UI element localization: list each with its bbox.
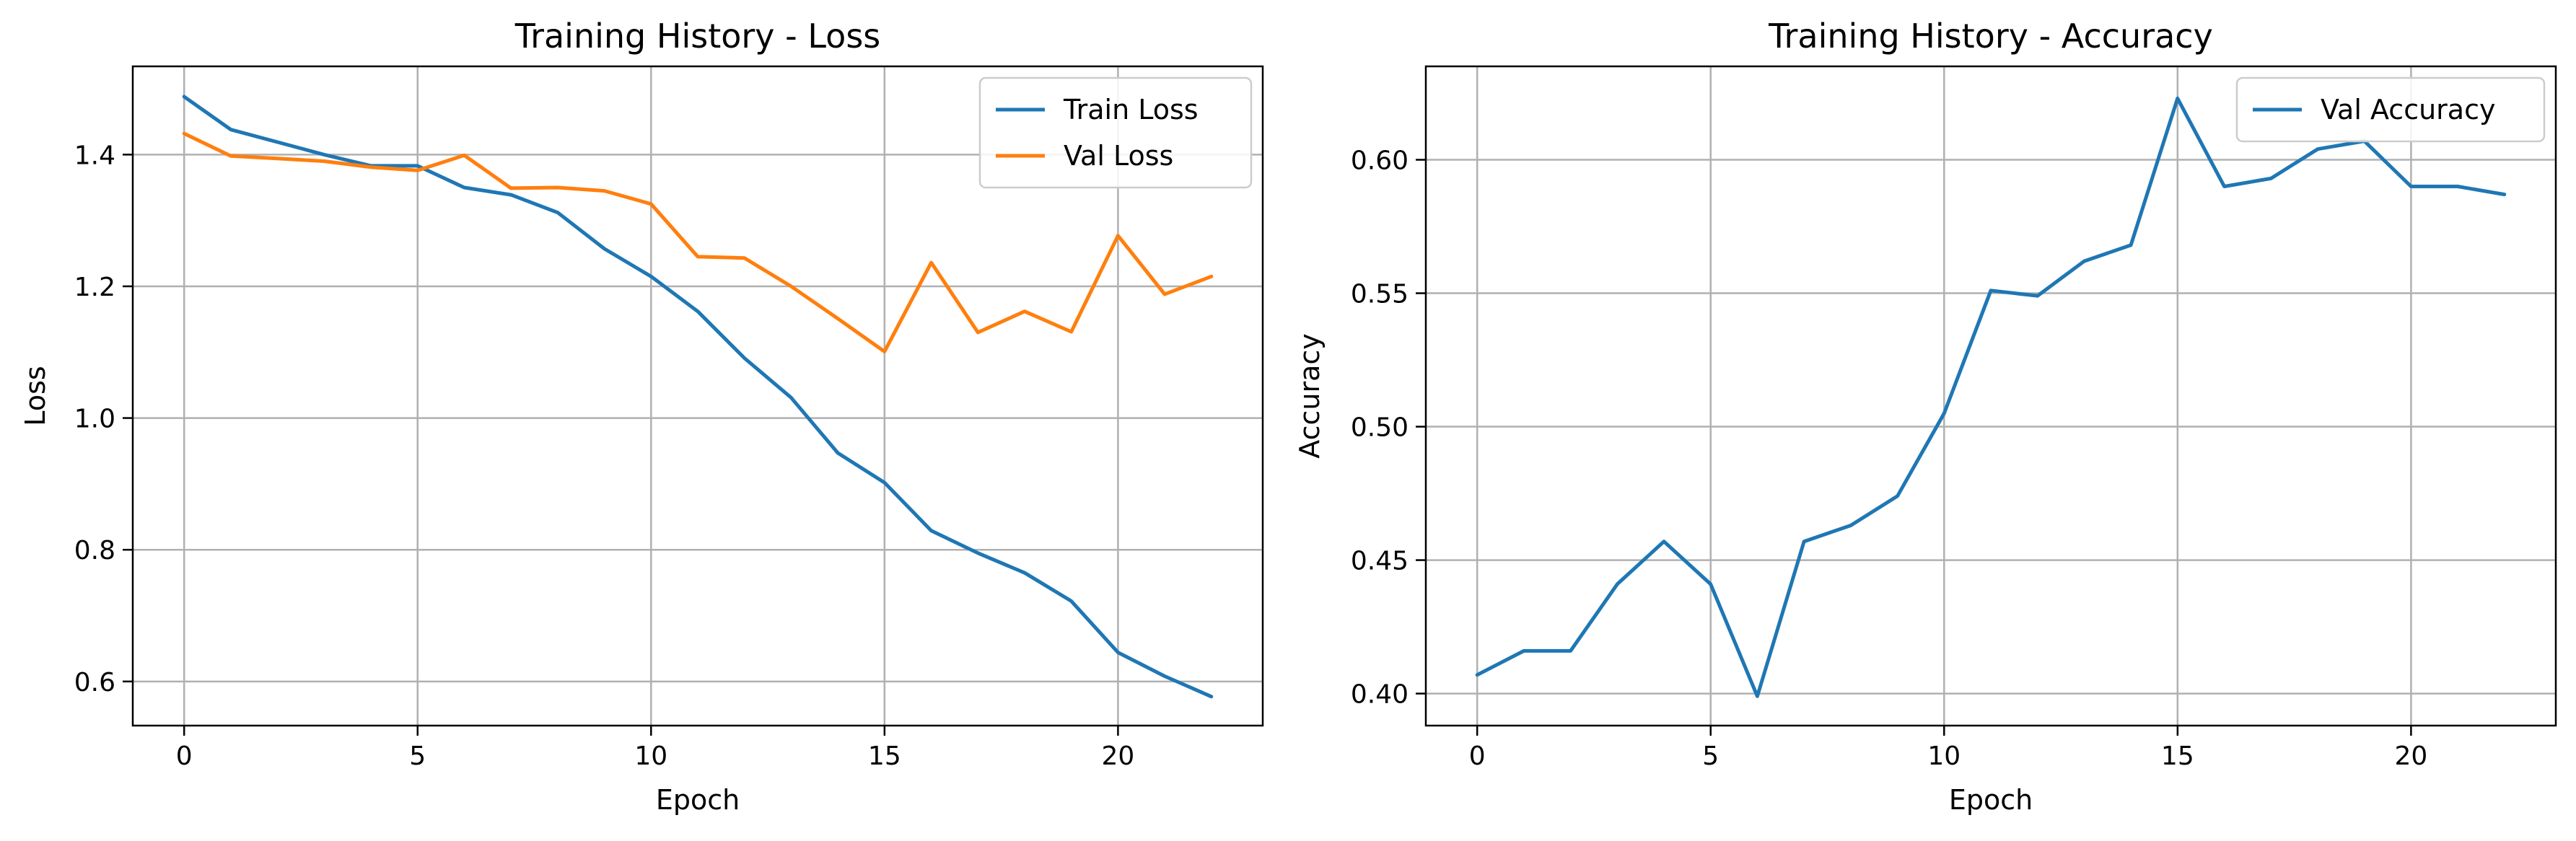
chart1-x-tick-label: 0 — [1469, 741, 1486, 771]
chart1-x-tick-label: 15 — [2161, 741, 2194, 771]
chart1-legend-box — [2235, 76, 2546, 143]
chart1-legend-label: Val Accuracy — [2321, 94, 2495, 126]
chart0-series-line-train-loss — [182, 94, 1214, 699]
chart0-x-axis-label: Epoch — [656, 784, 740, 816]
chart0-y-tick-label: 1.2 — [74, 273, 115, 302]
chart1-axes: 0 5 10 15 20 0.40 0.45 0.50 0.55 0.60 Training His… — [1294, 17, 2557, 816]
chart1-x-tick-label: 20 — [2394, 741, 2427, 771]
chart0-legend-box — [978, 76, 1253, 189]
chart0-x-tick-label: 15 — [868, 741, 901, 771]
chart0-title: Training History - Loss — [514, 17, 881, 56]
chart1-x-tick-label: 10 — [1927, 741, 1961, 771]
chart1-y-tick-label: 0.45 — [1351, 547, 1409, 576]
chart1-legend: Val Accuracy — [2235, 76, 2546, 143]
chart0-x-tick-label: 10 — [634, 741, 667, 771]
chart0-y-tick-label: 0.8 — [74, 536, 115, 565]
chart0-y-tick-label: 1.0 — [74, 405, 115, 434]
chart1-y-tick-label: 0.60 — [1351, 146, 1409, 176]
chart1-y-tick-label: 0.50 — [1351, 413, 1409, 443]
chart1-series-line-val-accuracy — [1475, 96, 2507, 698]
chart1-y-tick-label: 0.55 — [1351, 280, 1409, 309]
chart0-series-line-val-loss — [182, 131, 1214, 353]
chart0-y-axis-label: Loss — [19, 366, 51, 426]
chart0-x-tick-label: 0 — [176, 741, 193, 771]
chart0-legend: Train Loss Val Loss — [978, 76, 1253, 189]
chart1-y-axis-label: Accuracy — [1294, 333, 1326, 459]
chart0-y-tick-label: 0.6 — [74, 668, 115, 697]
chart0-x-tick-label: 5 — [409, 741, 426, 771]
chart1-y-tick-label: 0.40 — [1351, 680, 1409, 710]
chart0-x-tick-label: 20 — [1101, 741, 1134, 771]
chart1-x-tick-label: 5 — [1702, 741, 1719, 771]
chart0-frame — [131, 65, 1264, 727]
chart0-axes: 0 5 10 15 20 0.6 0.8 1.0 1.2 1.4 Training History … — [19, 17, 1264, 816]
chart1-x-axis-label: Epoch — [1949, 784, 2033, 816]
chart0-y-tick-label: 1.4 — [74, 141, 115, 170]
chart1-frame — [1424, 65, 2557, 727]
chart0-legend-label: Val Loss — [1064, 140, 1173, 172]
chart0-legend-label: Train Loss — [1063, 94, 1199, 126]
chart1-title: Training History - Accuracy — [1768, 17, 2213, 56]
